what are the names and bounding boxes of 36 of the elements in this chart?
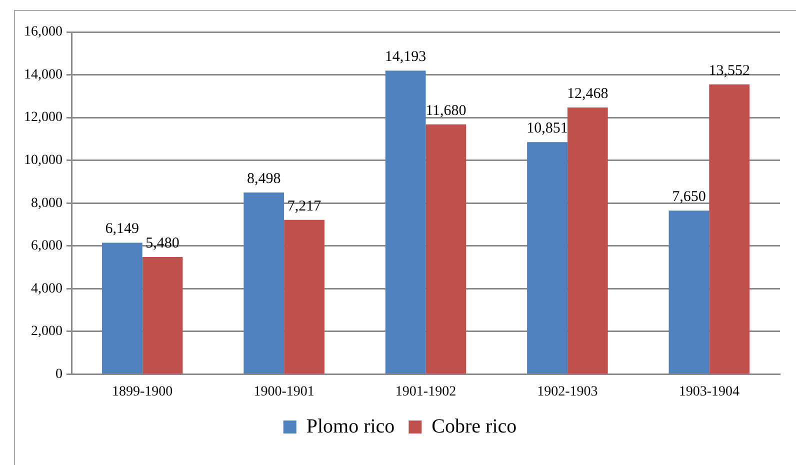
data-label: 14,193	[384, 49, 426, 66]
data-label: 8,498	[246, 170, 281, 187]
x-tick-label: 1903-1904	[678, 384, 740, 400]
data-label: 10,851	[526, 120, 568, 137]
data-label: 13,552	[708, 62, 750, 79]
bar	[527, 142, 568, 374]
bar	[567, 108, 608, 374]
y-tick-label: 6,000	[31, 238, 62, 254]
y-tick-label: 10,000	[24, 152, 62, 168]
y-tick-label: 16,000	[24, 24, 62, 40]
legend-label: Cobre rico	[432, 415, 517, 438]
x-tick-label: 1899-1900	[112, 384, 173, 400]
bar	[426, 124, 466, 374]
data-label: 11,680	[426, 102, 466, 119]
data-label: 7,217	[287, 198, 322, 214]
y-tick-label: 12,000	[24, 110, 62, 126]
bar	[284, 220, 324, 374]
bar	[142, 256, 183, 374]
bar	[102, 242, 142, 374]
y-tick-label: 0	[56, 366, 62, 382]
y-tick-label: 4,000	[31, 281, 62, 296]
y-tick-label: 2,000	[31, 324, 62, 340]
x-tick-label: 1901-1902	[395, 384, 456, 400]
bar	[668, 210, 710, 374]
bar	[385, 70, 426, 374]
x-tick-label: 1900-1901	[254, 384, 314, 400]
y-tick-label: 14,000	[24, 67, 62, 82]
bar	[244, 192, 284, 374]
legend-label: Plomo rico	[306, 415, 395, 438]
data-label: 7,650	[672, 189, 706, 206]
x-tick-label: 1902-1903	[537, 384, 598, 400]
y-tick-label: 8,000	[31, 196, 62, 211]
data-label: 6,149	[105, 221, 140, 238]
data-label: 5,480	[146, 235, 180, 252]
bar	[709, 84, 750, 374]
data-label: 12,468	[567, 86, 608, 102]
